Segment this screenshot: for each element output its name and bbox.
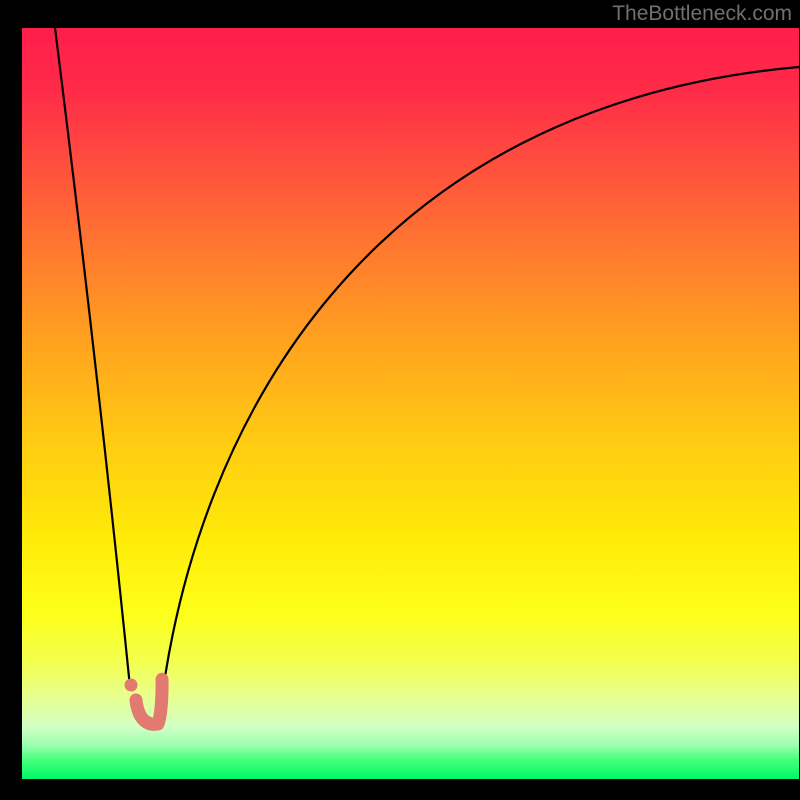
attribution-text: TheBottleneck.com (612, 2, 792, 26)
valley-marker-dot (125, 679, 138, 692)
left-descent-curve (55, 28, 130, 687)
right-asymptote-curve (160, 67, 799, 713)
valley-marker-hook (136, 679, 162, 724)
chart-curves-layer (0, 0, 800, 800)
